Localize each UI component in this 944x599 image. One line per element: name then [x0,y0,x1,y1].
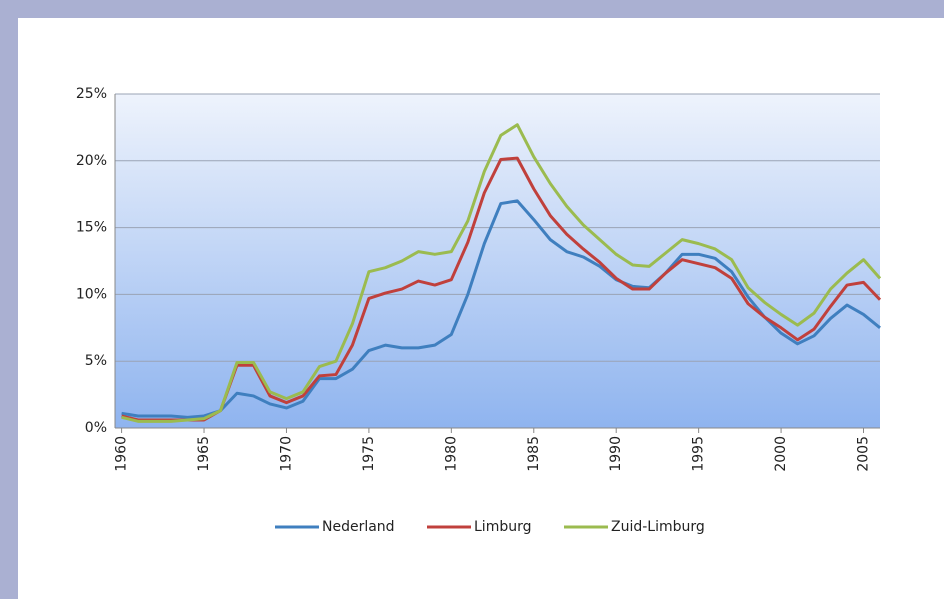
x-tick-label: 1975 [361,436,377,472]
series-line [121,199,881,419]
plot-area [115,94,880,428]
series-line [121,123,881,423]
y-tick-label: 0% [85,420,107,436]
x-tick-label: 1995 [691,436,707,472]
y-tick-label: 20% [76,153,107,169]
x-tick-label: 1965 [196,436,212,472]
y-tick-label: 25% [76,86,107,102]
legend-label: Zuid-Limburg [611,519,705,535]
x-tick-label: 1980 [443,436,459,472]
x-tick-label: 1990 [608,436,624,472]
x-tick-label: 1970 [278,436,294,472]
x-tick-label: 2000 [773,436,789,472]
x-tick-label: 2005 [856,436,872,472]
legend-label: Nederland [322,519,395,535]
y-tick-label: 5% [85,353,107,369]
y-tick-label: 15% [76,220,107,236]
x-tick-label: 1960 [114,436,130,472]
legend-label: Limburg [474,519,531,535]
series-line [121,156,881,422]
x-tick-label: 1985 [526,436,542,472]
y-tick-label: 10% [76,286,107,302]
lines [121,123,881,423]
